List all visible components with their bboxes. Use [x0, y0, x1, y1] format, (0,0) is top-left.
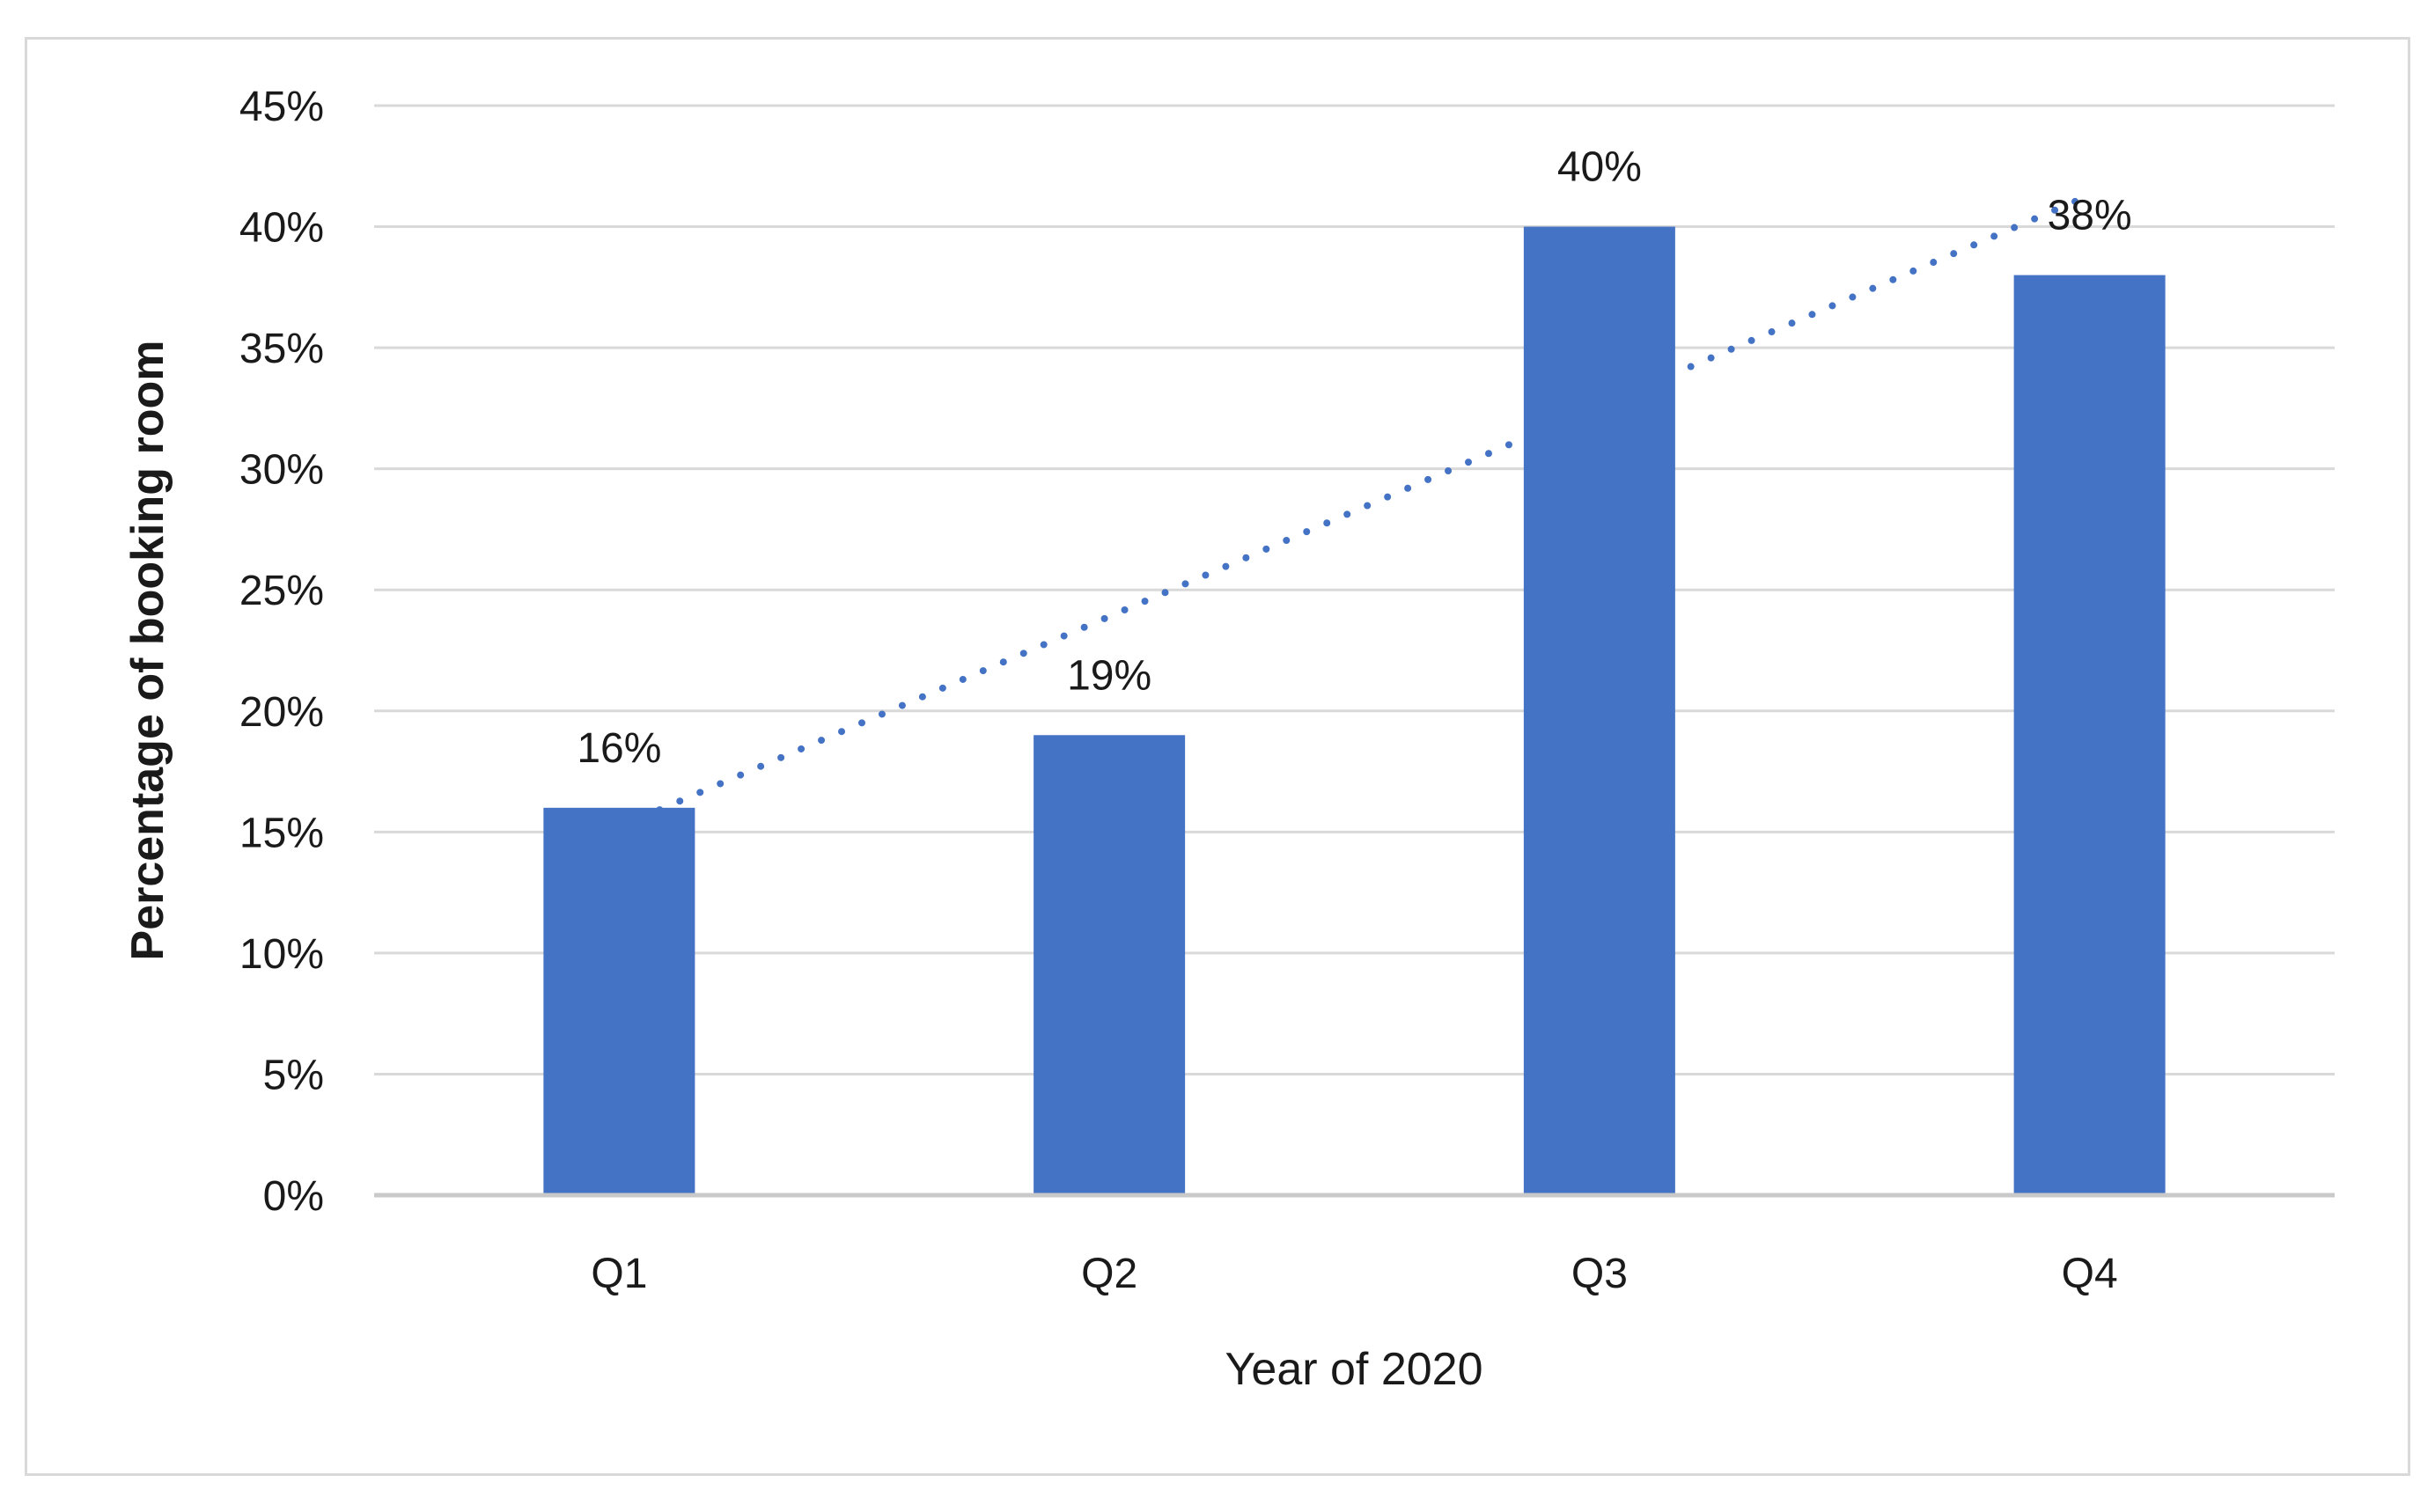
- x-tick-label: Q2: [1081, 1251, 1137, 1297]
- data-label: 40%: [1557, 144, 1642, 191]
- y-tick-label: 40%: [239, 205, 324, 252]
- x-axis-title: Year of 2020: [1225, 1344, 1483, 1395]
- y-tick-label: 35%: [239, 326, 324, 372]
- data-label: 16%: [577, 725, 661, 772]
- x-tick-label: Q4: [2062, 1251, 2118, 1297]
- bar-q3: [1523, 226, 1675, 1195]
- trendline-dotted: [615, 191, 2093, 831]
- y-axis-title: Percentage of booking room: [122, 340, 173, 961]
- bar-q4: [2013, 275, 2166, 1196]
- y-tick-label: 30%: [239, 447, 324, 494]
- y-tick-label: 25%: [239, 568, 324, 614]
- data-label: 19%: [1067, 652, 1151, 699]
- y-tick-label: 45%: [239, 84, 324, 130]
- y-tick-label: 0%: [263, 1173, 324, 1220]
- bar-q2: [1034, 735, 1186, 1195]
- x-tick-label: Q1: [591, 1251, 647, 1297]
- y-tick-label: 10%: [239, 931, 324, 978]
- y-tick-label: 20%: [239, 689, 324, 736]
- data-label: 38%: [2048, 193, 2132, 239]
- x-tick-label: Q3: [1571, 1251, 1628, 1297]
- chart-outer-frame: [25, 37, 2410, 1476]
- bar-q1: [543, 807, 695, 1195]
- y-tick-label: 5%: [263, 1052, 324, 1098]
- y-tick-label: 15%: [239, 810, 324, 856]
